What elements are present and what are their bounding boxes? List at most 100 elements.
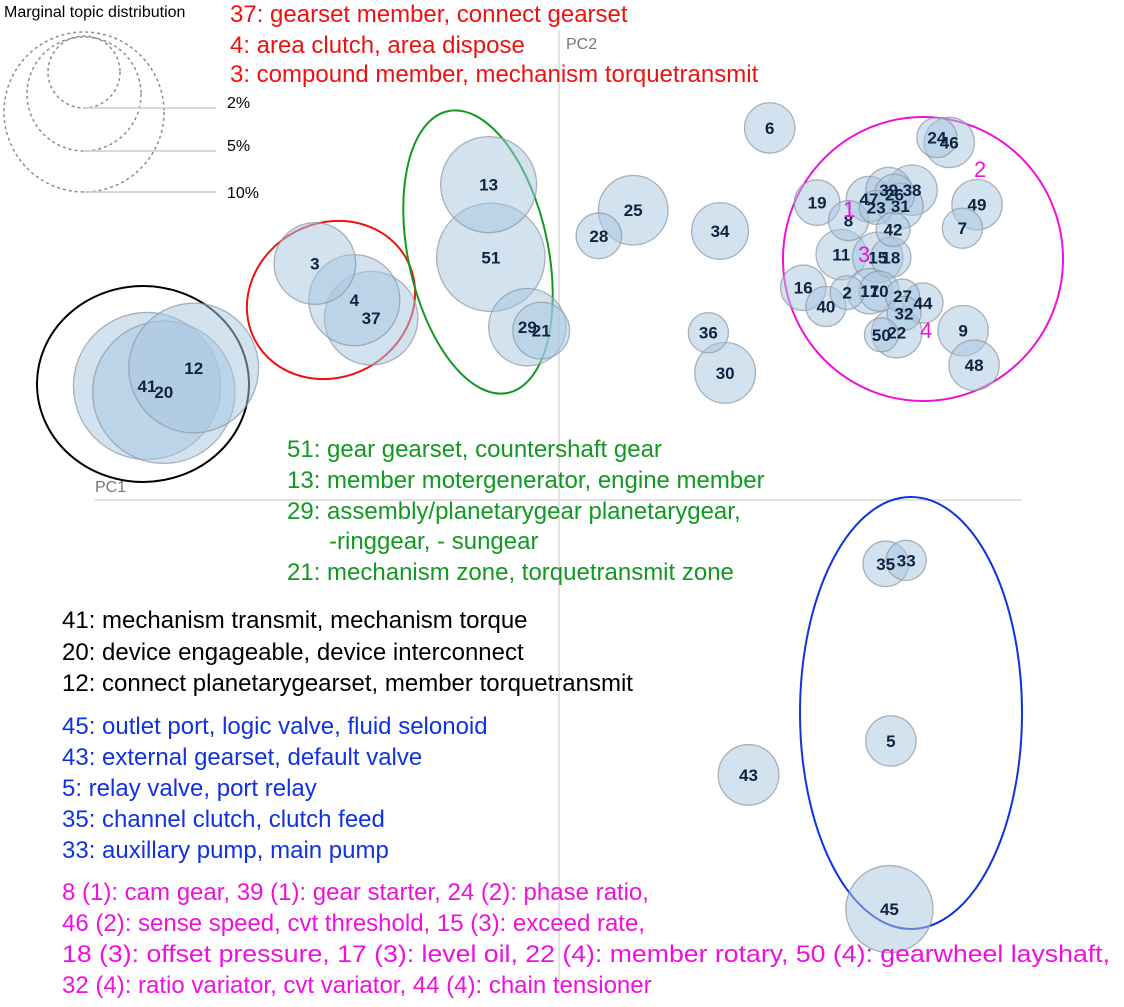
topic-label: 34 (711, 222, 730, 241)
topic-label: 48 (965, 356, 984, 375)
topic-bubble (948, 339, 1000, 392)
subcluster-labels: 1 2 3 4 (843, 157, 986, 343)
topic-bubble (743, 102, 796, 154)
topic-bubble (512, 301, 571, 360)
topic-label: 21 (532, 322, 551, 341)
topic-label: 22 (887, 324, 906, 343)
topic-label: 13 (479, 176, 498, 195)
topic-label: 5 (886, 732, 895, 751)
topic-label: 12 (184, 359, 203, 378)
topic-label: 25 (624, 201, 643, 220)
annotation-magenta-line: 8 (1): cam gear, 39 (1): gear starter, 2… (62, 879, 649, 906)
annotation-group-red: 37: gearset member, connect gearset 4: a… (230, 1, 759, 88)
topic-bubble (863, 317, 900, 353)
annotation-green-line: 29: assembly/planetarygear planetarygear… (287, 498, 741, 525)
topic-label: 30 (716, 364, 735, 383)
annotation-blue-line: 45: outlet port, logic valve, fluid selo… (62, 713, 488, 740)
legend-label-10pct: 10% (227, 185, 259, 202)
topic-label: 19 (808, 194, 827, 213)
annotation-green-line: 51: gear gearset, countershaft gear (287, 436, 662, 463)
annotation-black-line: 41: mechanism transmit, mechanism torque (62, 607, 528, 634)
topic-label: 18 (881, 248, 900, 267)
topic-label: 10 (870, 282, 889, 301)
annotation-blue-line: 5: relay valve, port relay (62, 775, 317, 802)
topic-label: 6 (765, 119, 774, 138)
annotation-green-line: -ringgear, - sungear (329, 528, 538, 555)
topic-label: 7 (958, 219, 967, 238)
subcluster-label-1: 1 (843, 197, 855, 222)
annotation-group-magenta: 8 (1): cam gear, 39 (1): gear starter, 2… (62, 879, 1110, 999)
annotation-black-line: 20: device engageable, device interconne… (62, 639, 524, 666)
legend-circle-5pct (26, 36, 142, 152)
topic-label: 31 (891, 197, 910, 216)
topic-label: 47 (860, 190, 879, 209)
legend-circle-2pct (47, 35, 121, 109)
topic-label: 50 (872, 326, 891, 345)
legend-title: Marginal topic distribution (4, 4, 185, 21)
subcluster-label-4: 4 (920, 318, 932, 343)
annotation-magenta-line: 18 (3): offset pressure, 17 (3): level o… (62, 941, 1110, 968)
topic-label: 40 (816, 297, 835, 316)
topic-label: 4 (350, 291, 360, 310)
topic-label: 32 (895, 304, 914, 323)
topic-label: 17 (860, 282, 879, 301)
legend-label-2pct: 2% (227, 95, 250, 112)
topic-bubble (845, 864, 934, 954)
annotation-group-black: 41: mechanism transmit, mechanism torque… (62, 607, 633, 697)
topic-bubble (829, 274, 865, 311)
topic-label: 41 (138, 377, 157, 396)
topic-bubble (128, 302, 260, 434)
topic-label: 15 (868, 248, 887, 267)
annotation-red-line: 3: compound member, mechanism torquetran… (230, 61, 759, 88)
annotation-group-blue: 45: outlet port, logic valve, fluid selo… (62, 713, 488, 864)
annotation-black-line: 12: connect planetarygearset, member tor… (62, 670, 633, 697)
pc2-axis-label: PC2 (566, 36, 597, 53)
topic-label: 8 (844, 212, 853, 231)
cluster-outline-magenta (782, 116, 1064, 402)
topic-label: 29 (518, 318, 537, 337)
topic-label: 43 (739, 766, 758, 785)
topic-label: 28 (589, 227, 608, 246)
topic-label: 35 (876, 555, 895, 574)
annotation-magenta-line: 46 (2): sense speed, cvt threshold, 15 (… (62, 910, 645, 937)
topic-label: 33 (897, 551, 916, 570)
topic-label: 3 (310, 255, 319, 274)
topic-label: 49 (968, 196, 987, 215)
marginal-legend: Marginal topic distribution 2% 5% 10% (3, 4, 259, 202)
topic-labels: 4120125113374453292530432134611381522464… (138, 119, 987, 919)
annotation-green-line: 21: mechanism zone, torquetransmit zone (287, 559, 734, 586)
topic-label: 44 (914, 294, 933, 313)
annotation-group-green: 51: gear gearset, countershaft gear 13: … (287, 436, 765, 586)
annotation-green-line: 13: member motergenerator, engine member (287, 467, 765, 494)
topic-label: 23 (867, 198, 886, 217)
topic-label: 2 (842, 284, 851, 303)
topic-label: 36 (699, 324, 718, 343)
topic-label: 37 (362, 309, 381, 328)
topic-label: 46 (940, 133, 959, 152)
annotation-magenta-line: 32 (4): ratio variator, cvt variator, 44… (62, 972, 652, 999)
topic-bubble (575, 212, 623, 260)
topic-label: 27 (893, 287, 912, 306)
topic-label: 11 (832, 246, 850, 265)
annotation-blue-line: 33: auxillary pump, main pump (62, 837, 389, 864)
topic-label: 26 (885, 185, 904, 204)
annotation-red-line: 4: area clutch, area dispose (230, 32, 525, 59)
topic-bubble (916, 116, 958, 159)
topic-bubble (886, 295, 922, 331)
annotation-blue-line: 43: external gearset, default valve (62, 744, 422, 771)
topic-label: 24 (927, 129, 946, 148)
legend-circle-10pct (3, 31, 165, 193)
legend-label-5pct: 5% (227, 138, 250, 155)
topic-bubble (691, 201, 750, 261)
annotation-red-line: 37: gearset member, connect gearset (230, 1, 628, 28)
topic-label: 16 (794, 279, 813, 298)
topic-bubble (941, 207, 984, 249)
topic-bubble (439, 135, 538, 234)
annotation-blue-line: 35: channel clutch, clutch feed (62, 806, 385, 833)
axes: PC1 PC2 (95, 30, 1022, 985)
pc1-axis-label: PC1 (95, 479, 126, 496)
topic-bubble (717, 743, 780, 806)
topic-bubble (865, 715, 917, 767)
cluster-outline-green (402, 109, 554, 395)
